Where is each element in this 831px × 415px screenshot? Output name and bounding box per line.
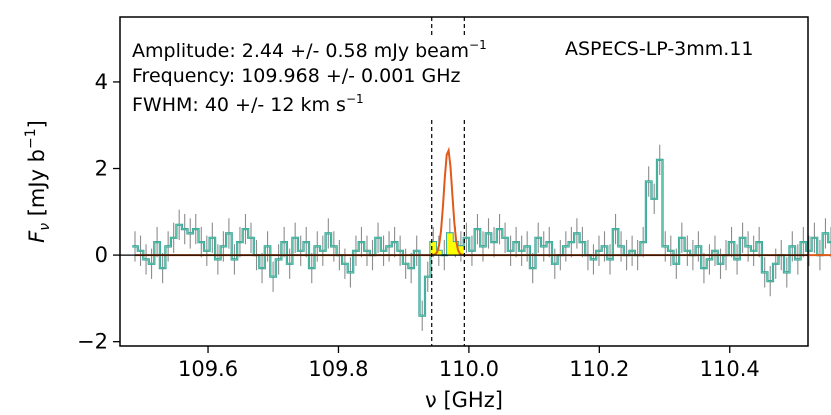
x-tick-label: 110.4 (700, 357, 760, 381)
x-tick-label: 110.2 (569, 357, 629, 381)
amplitude-annotation: Amplitude: 2.44 +/- 0.58 mJy beam−1 (132, 38, 487, 62)
y-tick-label: 4 (95, 70, 108, 94)
y-tick-label: 2 (95, 157, 108, 181)
x-tick-label: 109.8 (308, 357, 368, 381)
y-axis-ticks: −2 0 2 4 (77, 70, 120, 354)
y-tick-label: −2 (77, 330, 108, 354)
line-window-markers (431, 17, 465, 346)
source-label: ASPECS-LP-3mm.11 (565, 38, 754, 60)
spectrum-series (132, 158, 831, 317)
plot-frame (119, 16, 809, 347)
frequency-annotation: Frequency: 109.968 +/- 0.001 GHz (132, 65, 461, 87)
line-fill (430, 233, 464, 256)
y-tick-label: 0 (95, 243, 108, 267)
x-axis-label: ν [GHz] (425, 388, 503, 412)
fwhm-annotation: FWHM: 40 +/- 12 km s−1 (132, 92, 364, 116)
x-axis-ticks: 109.6 109.8 110.0 110.2 110.4 (178, 346, 760, 381)
x-tick-label: 110.0 (439, 357, 499, 381)
spectrum-series-highlight (132, 159, 831, 317)
y-axis-label: Fν [mJy b−1] (23, 120, 53, 243)
x-tick-label: 109.6 (178, 357, 238, 381)
error-bars (134, 144, 831, 331)
